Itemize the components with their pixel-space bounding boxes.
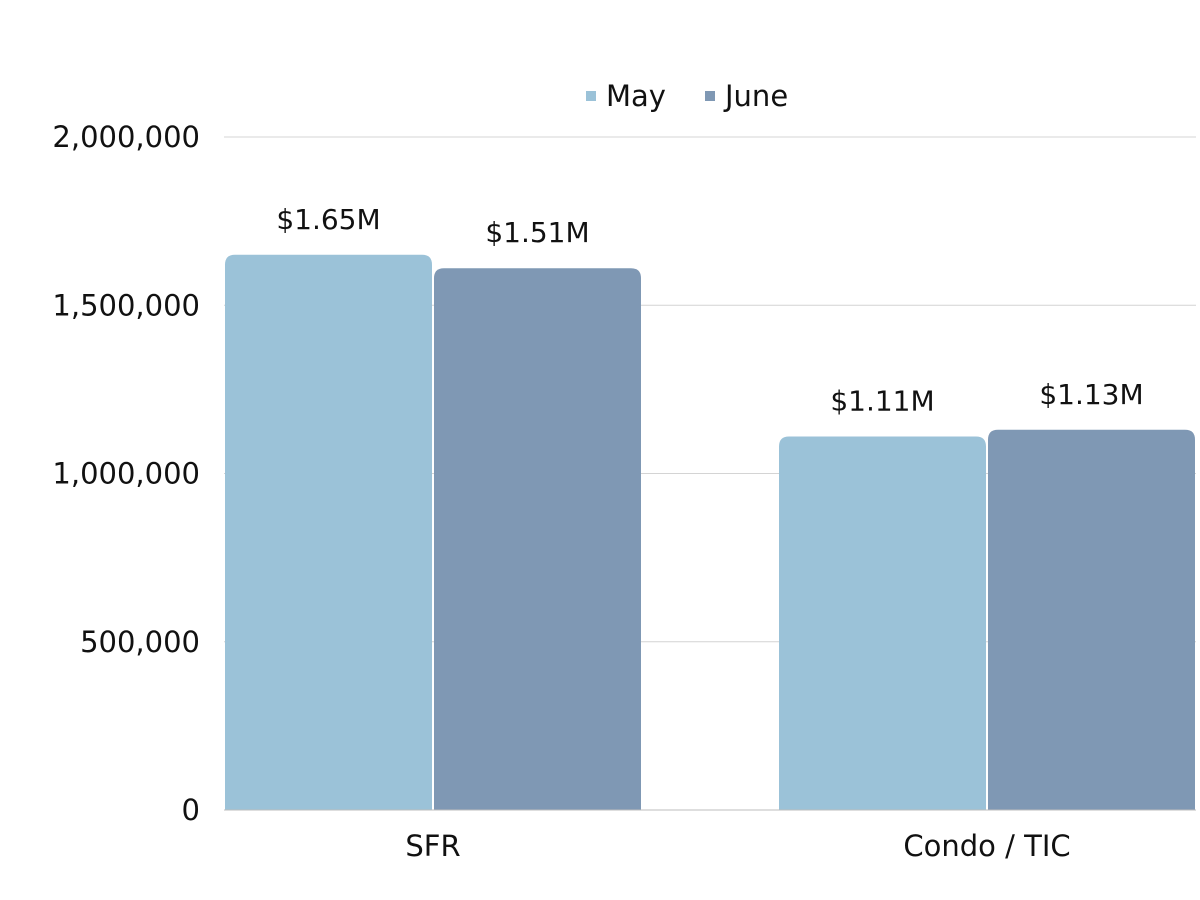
x-tick-label: SFR	[405, 829, 460, 863]
data-label: $1.65M	[276, 203, 380, 236]
legend-label-may: May	[606, 79, 666, 113]
legend-swatch-june	[705, 91, 715, 101]
data-label: $1.51M	[485, 216, 589, 249]
x-axis: SFR Condo / TIC	[224, 809, 1196, 863]
bar-may-condo-tic	[779, 436, 986, 810]
legend-swatch-may	[586, 91, 596, 101]
data-labels: $1.65M $1.51M $1.11M $1.13M	[276, 203, 1143, 418]
data-label: $1.11M	[830, 384, 934, 417]
y-tick-label: 500,000	[80, 625, 200, 659]
bar-june-condo-tic	[988, 429, 1195, 810]
bar-may-sfr	[225, 254, 432, 810]
legend-label-june: June	[723, 79, 788, 113]
y-tick-label: 0	[182, 793, 200, 827]
y-tick-label: 1,000,000	[52, 457, 200, 491]
bar-june-sfr	[434, 268, 641, 810]
legend: May June	[586, 79, 788, 113]
y-tick-label: 1,500,000	[52, 288, 200, 322]
bars	[225, 254, 1195, 810]
y-axis: 0 500,000 1,000,000 1,500,000 2,000,000	[52, 120, 200, 827]
x-tick-label: Condo / TIC	[903, 829, 1070, 863]
y-tick-label: 2,000,000	[52, 120, 200, 154]
data-label: $1.13M	[1039, 378, 1143, 411]
